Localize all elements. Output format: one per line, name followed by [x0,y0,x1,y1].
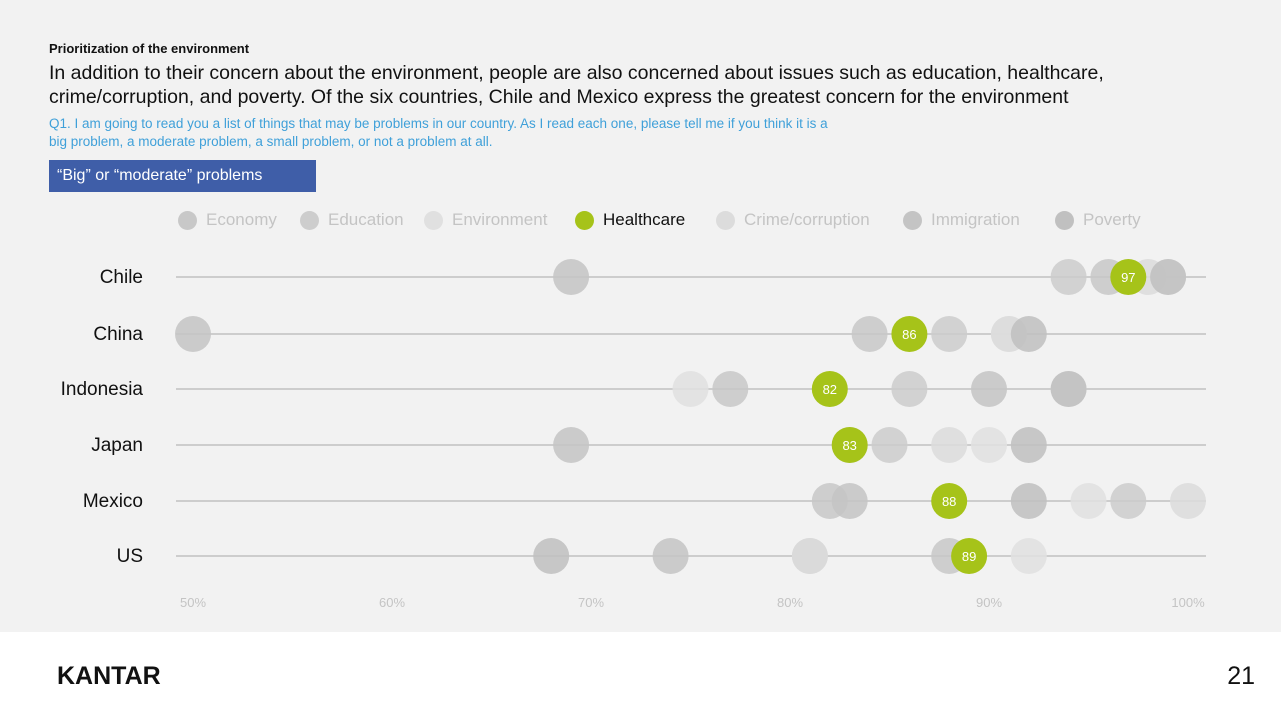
legend-item-education: Education [300,206,404,234]
dot-healthcare [831,427,868,463]
data-label: 97 [1121,270,1135,285]
dot-education [891,371,928,407]
survey-question: Q1. I am going to read you a list of thi… [49,116,828,149]
dot-immigration [175,316,211,352]
x-tick-label: 60% [379,595,405,610]
chart-legend: Economy Education Environment Healthcare Cri… [178,206,1178,234]
legend-item-healthcare: Healthcare [575,206,685,234]
headline: In addition to their concern about the e… [49,62,1104,108]
country-label: Japan [91,435,143,456]
dot-education [1110,483,1147,519]
dot-crime-corruption [931,427,968,463]
dot-environment [1010,538,1047,574]
dot-healthcare [891,316,928,352]
x-tick-label: 70% [578,595,604,610]
dot-poverty [1010,316,1047,352]
kantar-logo: KANTAR [57,662,161,690]
country-label: Mexico [83,491,143,512]
legend-swatch [903,210,922,230]
dot-immigration [553,259,590,295]
dot-economy [851,316,888,352]
dot-crime-corruption [791,538,828,574]
x-tick-label: 80% [777,595,803,610]
dot-education [1050,259,1087,295]
country-label: China [93,324,143,345]
dot-poverty [1150,259,1187,295]
footer: KANTAR 21 [0,632,1281,721]
dot-poverty [1050,371,1087,407]
legend-item-environment: Environment [424,206,547,234]
dot-healthcare [951,538,988,574]
legend-label: Environment [452,210,548,229]
dot-plot-chart: Chile China Indonesia Japan Mexico US 97 86 82 83… [61,259,1206,610]
dot-poverty [1010,427,1047,463]
dot-economy [712,371,749,407]
response-filter-tag: “Big” or “moderate” problems [49,160,316,192]
legend-swatch [716,210,735,230]
dot-immigration [652,538,689,574]
x-tick-label: 100% [1171,595,1205,610]
dot-immigration [971,371,1007,407]
x-tick-label: 90% [976,595,1002,610]
data-label: 83 [842,438,856,453]
page-number: 21 [1227,662,1255,690]
legend-swatch [575,210,594,230]
data-label: 88 [942,494,956,509]
legend-item-economy: Economy [178,206,277,234]
dot-healthcare [811,371,848,407]
dot-environment [672,371,709,407]
legend-label: Poverty [1083,210,1141,229]
country-label: Indonesia [61,379,144,400]
data-label: 86 [902,327,916,342]
legend-swatch [178,210,197,230]
dot-crime-corruption [1170,483,1206,519]
dot-healthcare [1110,259,1147,295]
legend-item-crime-corruption: Crime/corruption [716,206,870,234]
legend-label: Crime/corruption [744,210,870,229]
dot-immigration [553,427,590,463]
dot-poverty [1010,483,1047,519]
legend-swatch [1055,210,1074,230]
dot-education [871,427,908,463]
legend-swatch [424,210,443,230]
legend-label: Economy [206,210,277,229]
legend-label: Healthcare [603,210,686,229]
country-label: Chile [100,267,143,288]
dot-education [931,316,968,352]
dot-environment [971,427,1007,463]
eyebrow-title: Prioritization of the environment [49,41,250,56]
legend-swatch [300,210,319,230]
legend-item-poverty: Poverty [1055,206,1141,234]
x-tick-label: 50% [180,595,206,610]
dot-immigration [831,483,868,519]
legend-item-immigration: Immigration [903,206,1020,234]
legend-label: Immigration [931,210,1020,229]
data-label: 89 [962,549,976,564]
dot-healthcare [931,483,968,519]
data-label: 82 [823,382,837,397]
dot-environment [1070,483,1107,519]
legend-label: Education [328,210,404,229]
country-label: US [117,546,143,567]
dot-poverty [533,538,570,574]
